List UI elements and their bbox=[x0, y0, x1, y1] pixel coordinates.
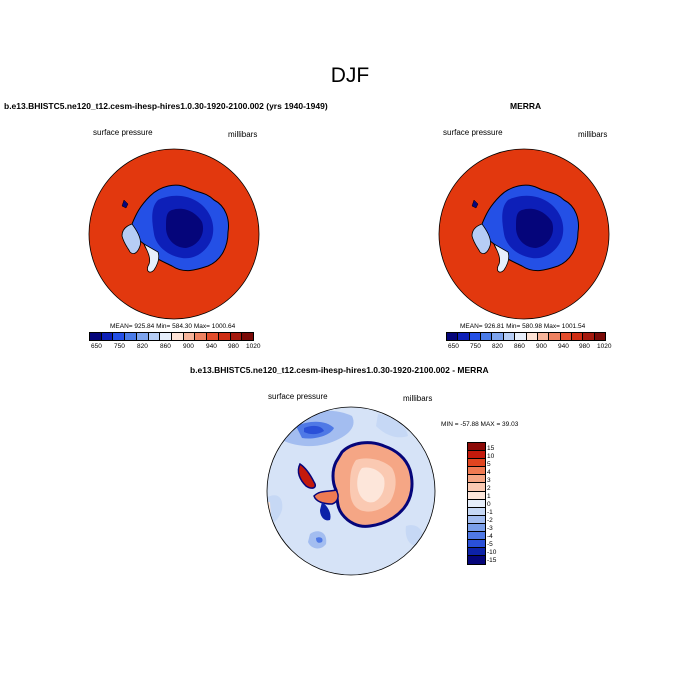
colorbar-diff-tick: 1 bbox=[487, 493, 491, 500]
colorbar-diff-swatches bbox=[467, 442, 486, 566]
colorbar-diff-tick: 5 bbox=[487, 461, 491, 468]
colorbar-merra-tick: 860 bbox=[514, 343, 525, 350]
colorbar-merra: 650 750 820 860 900 940 980 1020 bbox=[446, 332, 611, 353]
colorbar-diff-tick: 4 bbox=[487, 469, 491, 476]
figure-title: DJF bbox=[330, 64, 370, 87]
panel-model-left-label: surface pressure bbox=[93, 128, 153, 137]
map-merra-polar bbox=[438, 148, 610, 320]
panel-diff-left-label: surface pressure bbox=[268, 392, 328, 401]
panel-merra-stats: MEAN= 926.81 Min= 580.98 Max= 1001.54 bbox=[460, 323, 586, 330]
colorbar-model: 650 750 820 860 900 940 980 1020 bbox=[89, 332, 260, 353]
colorbar-diff-tick: -4 bbox=[487, 533, 493, 540]
colorbar-merra-tick: 650 bbox=[448, 343, 459, 350]
colorbar-diff-tick: 10 bbox=[487, 453, 495, 460]
colorbar-diff bbox=[467, 442, 486, 566]
panel-merra-right-label: millibars bbox=[578, 130, 608, 139]
antarctica-pressure-field bbox=[471, 184, 579, 273]
colorbar-diff-tick: -5 bbox=[487, 541, 493, 548]
panel-model-title: b.e13.BHISTC5.ne120_t12.cesm-ihesp-hires… bbox=[4, 101, 328, 111]
colorbar-diff-tick: -15 bbox=[487, 557, 497, 564]
panel-merra-left-label: surface pressure bbox=[443, 128, 503, 137]
panel-diff-right-label: millibars bbox=[403, 394, 433, 403]
colorbar-model-tick: 980 bbox=[228, 343, 239, 350]
panel-diff-stats: MIN = -57.88 MAX = 39.03 bbox=[441, 421, 519, 428]
panel-model-stats: MEAN= 925.84 Min= 584.30 Max= 1000.64 bbox=[110, 323, 236, 330]
colorbar-model-tick: 900 bbox=[183, 343, 194, 350]
colorbar-merra-tick: 820 bbox=[492, 343, 503, 350]
map-model-polar bbox=[88, 148, 260, 320]
colorbar-diff-tick: 15 bbox=[487, 445, 495, 452]
colorbar-model-swatches bbox=[89, 332, 254, 341]
colorbar-diff-tick: -10 bbox=[487, 549, 497, 556]
colorbar-merra-tick: 980 bbox=[579, 343, 590, 350]
colorbar-model-tick: 820 bbox=[137, 343, 148, 350]
colorbar-model-tick: 860 bbox=[160, 343, 171, 350]
colorbar-merra-tick: 1020 bbox=[597, 343, 612, 350]
map-diff-polar bbox=[266, 406, 436, 576]
colorbar-model-tick: 1020 bbox=[246, 343, 261, 350]
antarctica-pressure-field bbox=[121, 184, 229, 273]
colorbar-diff-tick: 3 bbox=[487, 477, 491, 484]
colorbar-merra-swatches bbox=[446, 332, 606, 341]
colorbar-model-tick: 940 bbox=[206, 343, 217, 350]
colorbar-model-tick: 650 bbox=[91, 343, 102, 350]
panel-diff-title: b.e13.BHISTC5.ne120_t12.cesm-ihesp-hires… bbox=[190, 365, 489, 375]
colorbar-diff-tick: 2 bbox=[487, 485, 491, 492]
colorbar-merra-tick: 900 bbox=[536, 343, 547, 350]
colorbar-diff-tick: 0 bbox=[487, 501, 491, 508]
colorbar-model-tick: 750 bbox=[114, 343, 125, 350]
panel-merra-title: MERRA bbox=[510, 101, 542, 111]
colorbar-diff-tick: -3 bbox=[487, 525, 493, 532]
panel-model-right-label: millibars bbox=[228, 130, 258, 139]
colorbar-merra-tick: 750 bbox=[470, 343, 481, 350]
colorbar-diff-tick: -1 bbox=[487, 509, 493, 516]
colorbar-diff-tick: -2 bbox=[487, 517, 493, 524]
colorbar-merra-tick: 940 bbox=[558, 343, 569, 350]
